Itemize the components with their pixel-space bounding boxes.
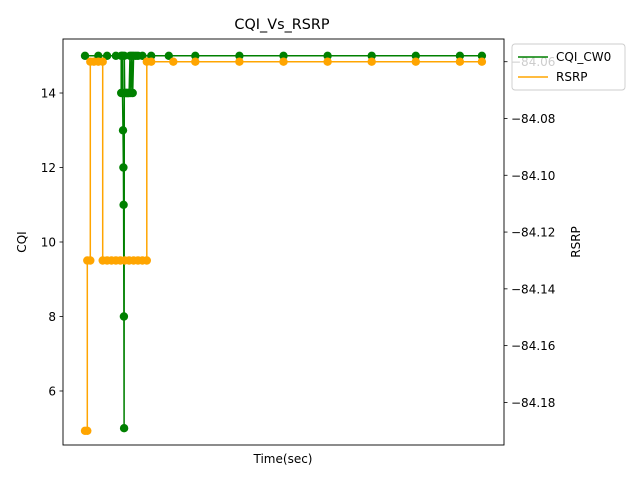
plot-area [62, 38, 505, 446]
data-point [235, 51, 244, 60]
left-tick-label: 8 [48, 310, 56, 324]
data-point [235, 57, 244, 66]
right-tick-label: −84.14 [511, 282, 555, 296]
data-point [411, 57, 420, 66]
data-point [147, 57, 156, 66]
data-point [80, 51, 90, 60]
data-point [142, 256, 151, 265]
left-tick-label: 10 [41, 236, 56, 250]
legend-label-rsrp: RSRP [556, 70, 588, 84]
data-point [477, 57, 487, 66]
x-axis-label: Time(sec) [253, 452, 313, 466]
data-point [367, 57, 376, 66]
left-tick-label: 14 [41, 87, 56, 101]
series-layer [80, 51, 487, 435]
data-point [86, 256, 95, 265]
data-point [455, 57, 465, 66]
data-point [323, 57, 332, 66]
data-point [94, 51, 103, 60]
left-axis-ticks: 6 8 10 12 14 [41, 87, 63, 398]
series-cqi-cw0 [80, 51, 487, 433]
data-point [323, 51, 332, 60]
data-point [119, 163, 128, 172]
data-point [169, 57, 178, 66]
data-point [98, 57, 107, 66]
right-tick-label: −84.08 [511, 112, 555, 126]
left-tick-label: 12 [41, 161, 56, 175]
data-point [164, 51, 173, 60]
data-point [118, 126, 128, 135]
plot-frame [62, 38, 505, 446]
series-line [85, 55, 482, 429]
data-point [279, 57, 288, 66]
series-line [85, 60, 482, 432]
data-point [102, 51, 112, 60]
right-tick-label: −84.12 [511, 226, 555, 240]
left-axis-label: CQI [15, 231, 29, 252]
data-point [138, 51, 147, 60]
data-point [191, 51, 200, 60]
legend-box [511, 43, 626, 91]
right-tick-label: −84.10 [511, 169, 555, 183]
right-axis-ticks: −84.18−84.16−84.14−84.12−84.10−84.08−84.… [504, 55, 555, 410]
data-point [477, 51, 487, 60]
legend-label-cqi: CQI_CW0 [556, 50, 611, 64]
data-point [147, 51, 156, 60]
data-point [119, 200, 128, 209]
data-point [191, 57, 200, 66]
right-tick-label: −84.18 [511, 396, 555, 410]
right-axis-label: RSRP [569, 226, 583, 258]
data-point [83, 426, 92, 435]
right-tick-label: −84.16 [511, 339, 555, 353]
left-tick-label: 6 [48, 384, 56, 398]
data-point [119, 312, 129, 321]
data-point [279, 51, 288, 60]
data-point [367, 51, 376, 60]
data-point [119, 424, 129, 433]
data-point [411, 51, 420, 60]
chart-title: CQI_Vs_RSRP [234, 17, 329, 33]
data-point [128, 88, 137, 98]
legend: CQI_CW0 RSRP [511, 43, 626, 91]
series-rsrp [80, 57, 487, 435]
data-point [455, 51, 465, 60]
